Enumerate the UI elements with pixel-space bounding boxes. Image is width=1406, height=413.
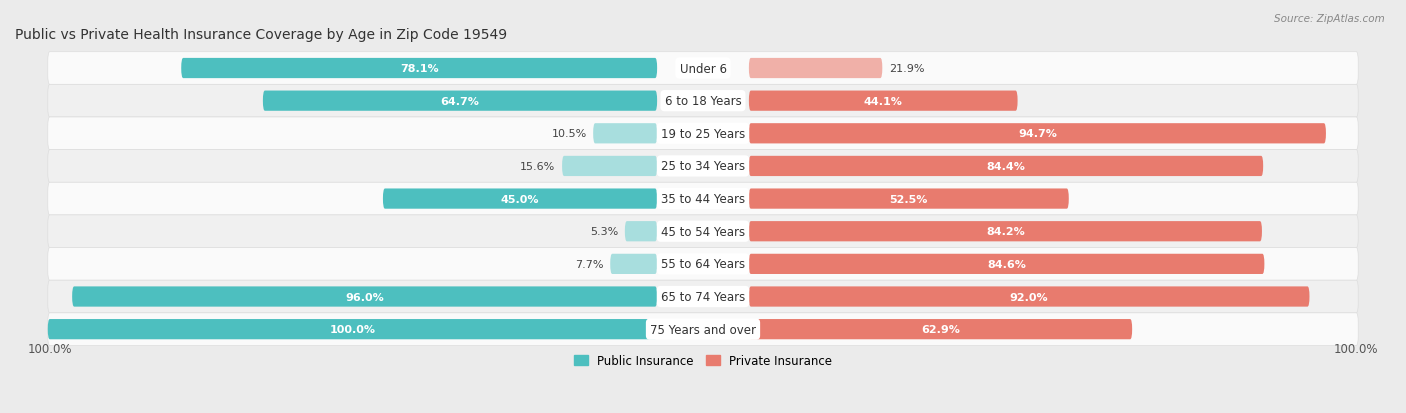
Text: 64.7%: 64.7% — [440, 96, 479, 107]
Text: 21.9%: 21.9% — [889, 64, 924, 74]
FancyBboxPatch shape — [749, 157, 1263, 177]
Text: 6 to 18 Years: 6 to 18 Years — [665, 95, 741, 108]
Text: 44.1%: 44.1% — [863, 96, 903, 107]
Text: Public vs Private Health Insurance Coverage by Age in Zip Code 19549: Public vs Private Health Insurance Cover… — [15, 28, 508, 42]
FancyBboxPatch shape — [749, 189, 1069, 209]
Text: 84.6%: 84.6% — [987, 259, 1026, 269]
Text: 45.0%: 45.0% — [501, 194, 540, 204]
Text: 84.4%: 84.4% — [987, 161, 1025, 171]
FancyBboxPatch shape — [749, 254, 1264, 274]
FancyBboxPatch shape — [48, 52, 1358, 85]
FancyBboxPatch shape — [749, 221, 1263, 242]
FancyBboxPatch shape — [48, 319, 657, 339]
Text: 65 to 74 Years: 65 to 74 Years — [661, 290, 745, 303]
Text: 25 to 34 Years: 25 to 34 Years — [661, 160, 745, 173]
Text: Under 6: Under 6 — [679, 62, 727, 75]
Text: 100.0%: 100.0% — [329, 324, 375, 335]
FancyBboxPatch shape — [749, 287, 1309, 307]
FancyBboxPatch shape — [48, 280, 1358, 313]
FancyBboxPatch shape — [48, 118, 1358, 150]
Legend: Public Insurance, Private Insurance: Public Insurance, Private Insurance — [569, 349, 837, 372]
Text: 19 to 25 Years: 19 to 25 Years — [661, 128, 745, 140]
FancyBboxPatch shape — [72, 287, 657, 307]
Text: 100.0%: 100.0% — [1333, 342, 1378, 355]
FancyBboxPatch shape — [749, 91, 1018, 112]
Text: 55 to 64 Years: 55 to 64 Years — [661, 258, 745, 271]
FancyBboxPatch shape — [48, 85, 1358, 118]
Text: 5.3%: 5.3% — [591, 227, 619, 237]
FancyBboxPatch shape — [48, 248, 1358, 280]
Text: 100.0%: 100.0% — [28, 342, 73, 355]
FancyBboxPatch shape — [48, 313, 1358, 346]
FancyBboxPatch shape — [749, 319, 1132, 339]
Text: 62.9%: 62.9% — [921, 324, 960, 335]
FancyBboxPatch shape — [749, 59, 883, 79]
Text: 35 to 44 Years: 35 to 44 Years — [661, 192, 745, 206]
FancyBboxPatch shape — [48, 183, 1358, 216]
Text: 94.7%: 94.7% — [1018, 129, 1057, 139]
Text: 15.6%: 15.6% — [520, 161, 555, 171]
FancyBboxPatch shape — [48, 150, 1358, 183]
Text: 96.0%: 96.0% — [346, 292, 384, 302]
Text: 92.0%: 92.0% — [1010, 292, 1049, 302]
FancyBboxPatch shape — [593, 124, 657, 144]
FancyBboxPatch shape — [749, 124, 1326, 144]
Text: 52.5%: 52.5% — [890, 194, 928, 204]
FancyBboxPatch shape — [610, 254, 657, 274]
Text: 78.1%: 78.1% — [399, 64, 439, 74]
FancyBboxPatch shape — [562, 157, 657, 177]
FancyBboxPatch shape — [48, 216, 1358, 248]
Text: 45 to 54 Years: 45 to 54 Years — [661, 225, 745, 238]
FancyBboxPatch shape — [624, 221, 657, 242]
Text: 75 Years and over: 75 Years and over — [650, 323, 756, 336]
Text: Source: ZipAtlas.com: Source: ZipAtlas.com — [1274, 14, 1385, 24]
Text: 84.2%: 84.2% — [986, 227, 1025, 237]
Text: 7.7%: 7.7% — [575, 259, 603, 269]
FancyBboxPatch shape — [263, 91, 657, 112]
Text: 10.5%: 10.5% — [551, 129, 586, 139]
FancyBboxPatch shape — [382, 189, 657, 209]
FancyBboxPatch shape — [181, 59, 657, 79]
